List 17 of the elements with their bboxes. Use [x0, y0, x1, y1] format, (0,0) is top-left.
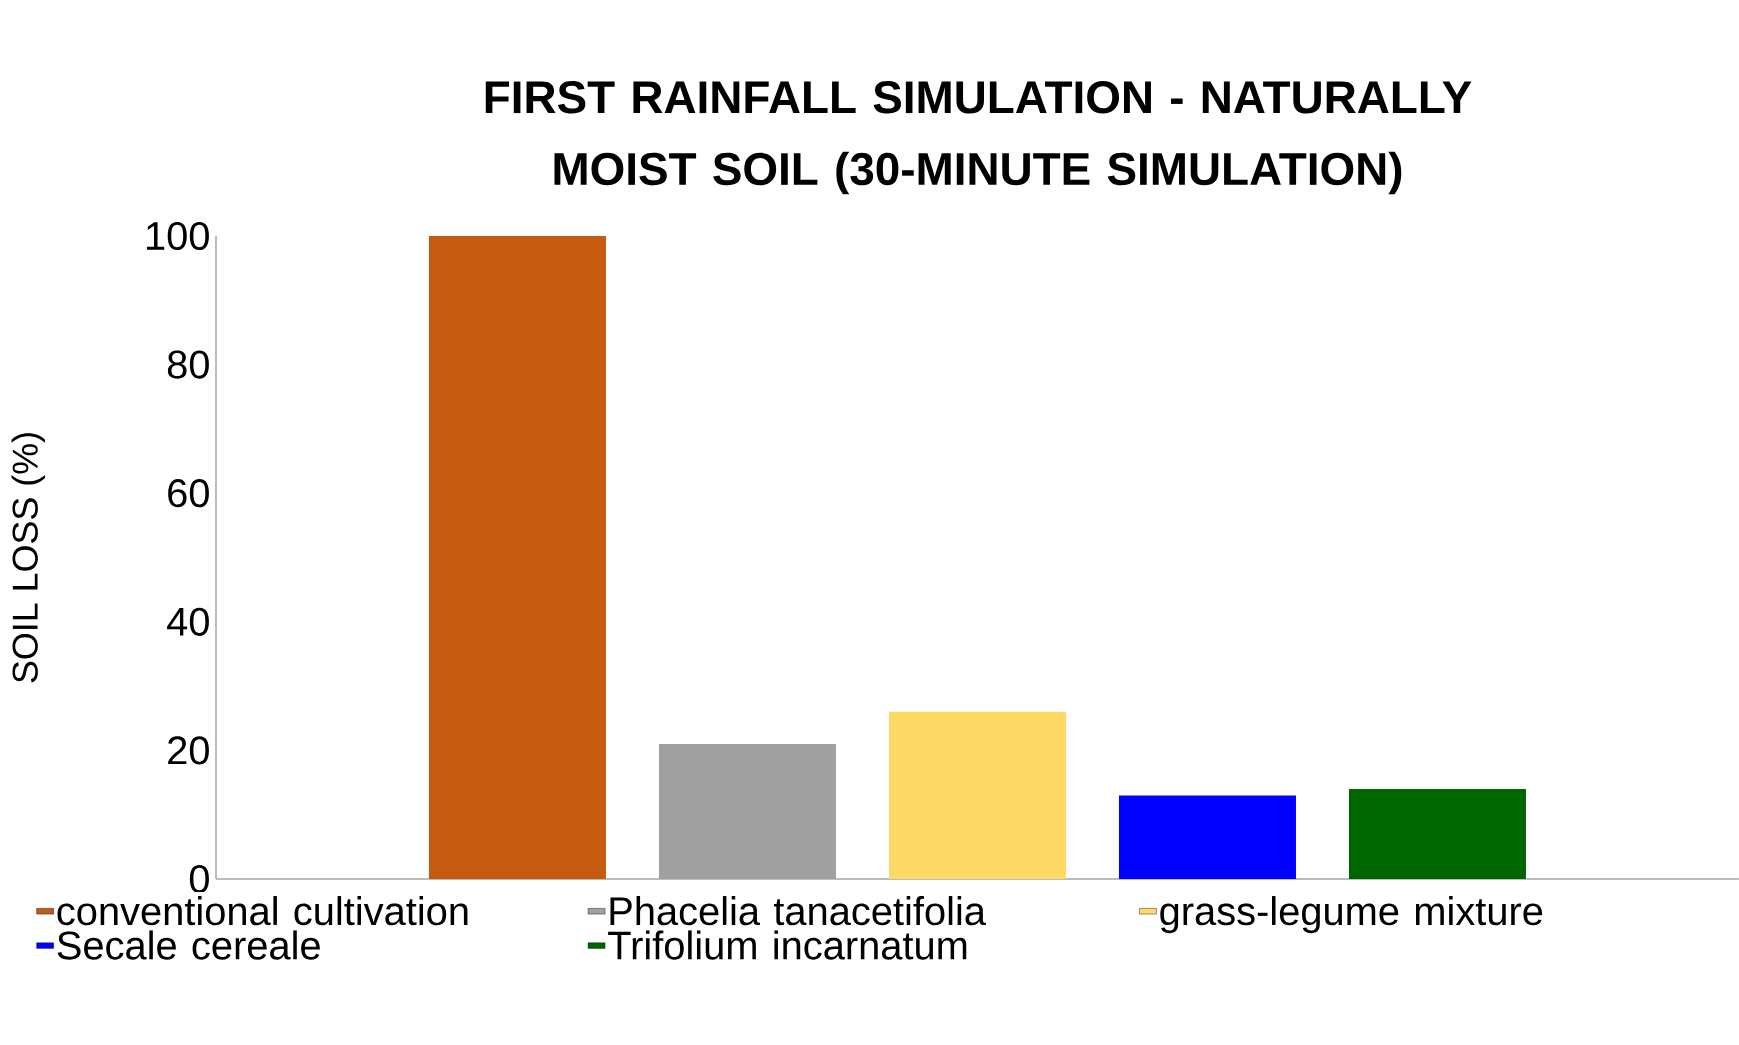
legend-label: Phacelia tanacetifolia	[610, 896, 986, 926]
chart-title: FIRST RAINFALL SIMULATION - NATURALLY MOIST SOIL (30-MINUTE SIMULATION)	[485, 81, 1472, 195]
bar	[1348, 788, 1526, 879]
y-tick-label: 60	[168, 479, 209, 508]
y-tick-label: 20	[168, 736, 209, 765]
legend-label: conventional cultivation	[57, 896, 468, 926]
bar	[1118, 795, 1296, 879]
bar	[888, 711, 1066, 879]
y-tick-label: 40	[167, 607, 209, 636]
legend-label: Secale cereale	[57, 930, 320, 960]
y-tick-label: 100	[147, 221, 209, 251]
y-tick-label: 80	[167, 350, 209, 379]
bar	[428, 235, 606, 879]
legend-label: Trifolium incarnatum	[608, 930, 967, 960]
y-tick-label: 0	[189, 864, 209, 894]
y-axis-title: SOIL LOSS (%)	[11, 433, 45, 683]
legend-label: grass-legume mixture	[1160, 896, 1543, 934]
